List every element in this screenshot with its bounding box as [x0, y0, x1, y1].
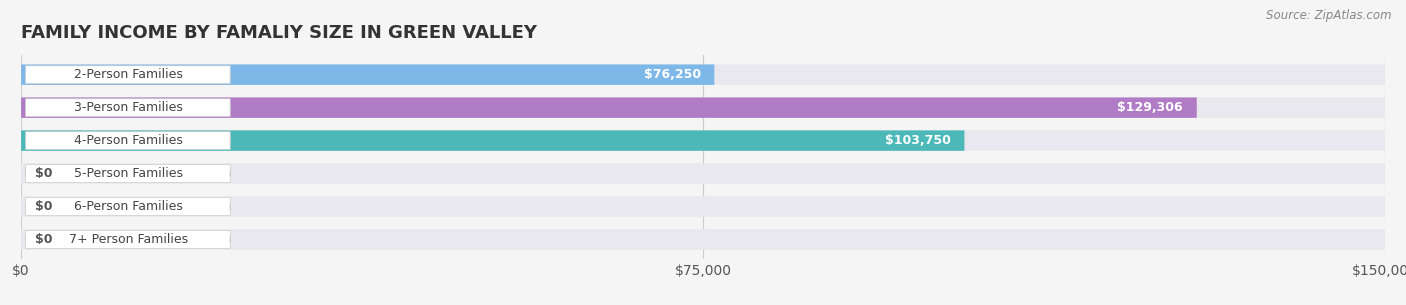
- Text: $0: $0: [35, 233, 52, 246]
- FancyBboxPatch shape: [25, 198, 231, 215]
- Text: FAMILY INCOME BY FAMALIY SIZE IN GREEN VALLEY: FAMILY INCOME BY FAMALIY SIZE IN GREEN V…: [21, 24, 537, 42]
- Text: 6-Person Families: 6-Person Families: [75, 200, 183, 213]
- Text: $0: $0: [35, 200, 52, 213]
- FancyBboxPatch shape: [21, 130, 965, 151]
- Text: 3-Person Families: 3-Person Families: [75, 101, 183, 114]
- Text: $76,250: $76,250: [644, 68, 700, 81]
- FancyBboxPatch shape: [25, 99, 231, 117]
- FancyBboxPatch shape: [21, 130, 1385, 151]
- Text: 2-Person Families: 2-Person Families: [75, 68, 183, 81]
- FancyBboxPatch shape: [25, 231, 231, 248]
- FancyBboxPatch shape: [25, 165, 231, 182]
- FancyBboxPatch shape: [21, 163, 1385, 184]
- FancyBboxPatch shape: [21, 64, 714, 85]
- FancyBboxPatch shape: [21, 229, 1385, 250]
- Text: 4-Person Families: 4-Person Families: [75, 134, 183, 147]
- FancyBboxPatch shape: [21, 97, 1197, 118]
- Text: $103,750: $103,750: [884, 134, 950, 147]
- Text: $0: $0: [35, 167, 52, 180]
- Text: $129,306: $129,306: [1118, 101, 1182, 114]
- FancyBboxPatch shape: [25, 66, 231, 84]
- FancyBboxPatch shape: [25, 132, 231, 149]
- Text: Source: ZipAtlas.com: Source: ZipAtlas.com: [1267, 9, 1392, 22]
- FancyBboxPatch shape: [21, 64, 1385, 85]
- FancyBboxPatch shape: [21, 196, 1385, 217]
- Text: 5-Person Families: 5-Person Families: [75, 167, 183, 180]
- FancyBboxPatch shape: [21, 97, 1385, 118]
- Text: 7+ Person Families: 7+ Person Families: [69, 233, 188, 246]
